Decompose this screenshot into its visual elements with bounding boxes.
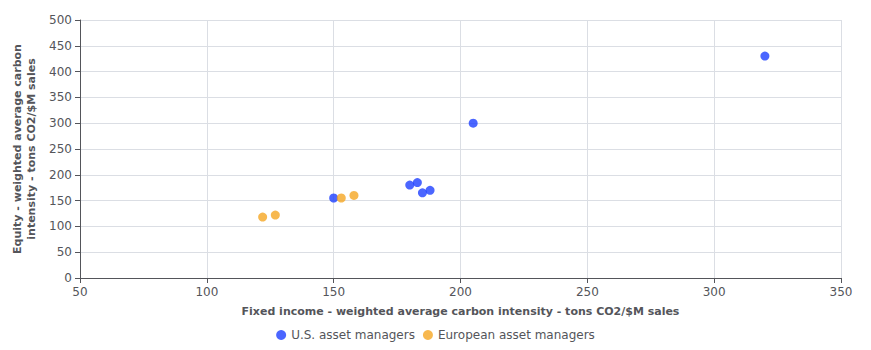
svg-text:200: 200	[449, 285, 472, 299]
svg-text:intensity - tons CO2/$M sales: intensity - tons CO2/$M sales	[25, 58, 38, 240]
svg-text:150: 150	[322, 285, 345, 299]
svg-text:300: 300	[703, 285, 726, 299]
svg-text:400: 400	[49, 65, 72, 79]
svg-text:200: 200	[49, 168, 72, 182]
svg-text:250: 250	[49, 142, 72, 156]
svg-text:450: 450	[49, 39, 72, 53]
svg-text:50: 50	[57, 245, 72, 259]
svg-text:Equity - weighted average carb: Equity - weighted average carbon	[11, 44, 24, 254]
svg-text:250: 250	[576, 285, 599, 299]
svg-text:100: 100	[195, 285, 218, 299]
svg-text:U.S. asset managers: U.S. asset managers	[291, 328, 415, 342]
svg-text:0: 0	[64, 271, 72, 285]
svg-text:350: 350	[49, 90, 72, 104]
svg-text:300: 300	[49, 116, 72, 130]
svg-text:100: 100	[49, 219, 72, 233]
svg-text:50: 50	[72, 285, 87, 299]
svg-text:150: 150	[49, 194, 72, 208]
svg-text:Fixed income - weighted averag: Fixed income - weighted average carbon i…	[242, 305, 680, 318]
svg-text:350: 350	[830, 285, 853, 299]
svg-text:European asset managers: European asset managers	[438, 328, 595, 342]
svg-text:500: 500	[49, 13, 72, 27]
